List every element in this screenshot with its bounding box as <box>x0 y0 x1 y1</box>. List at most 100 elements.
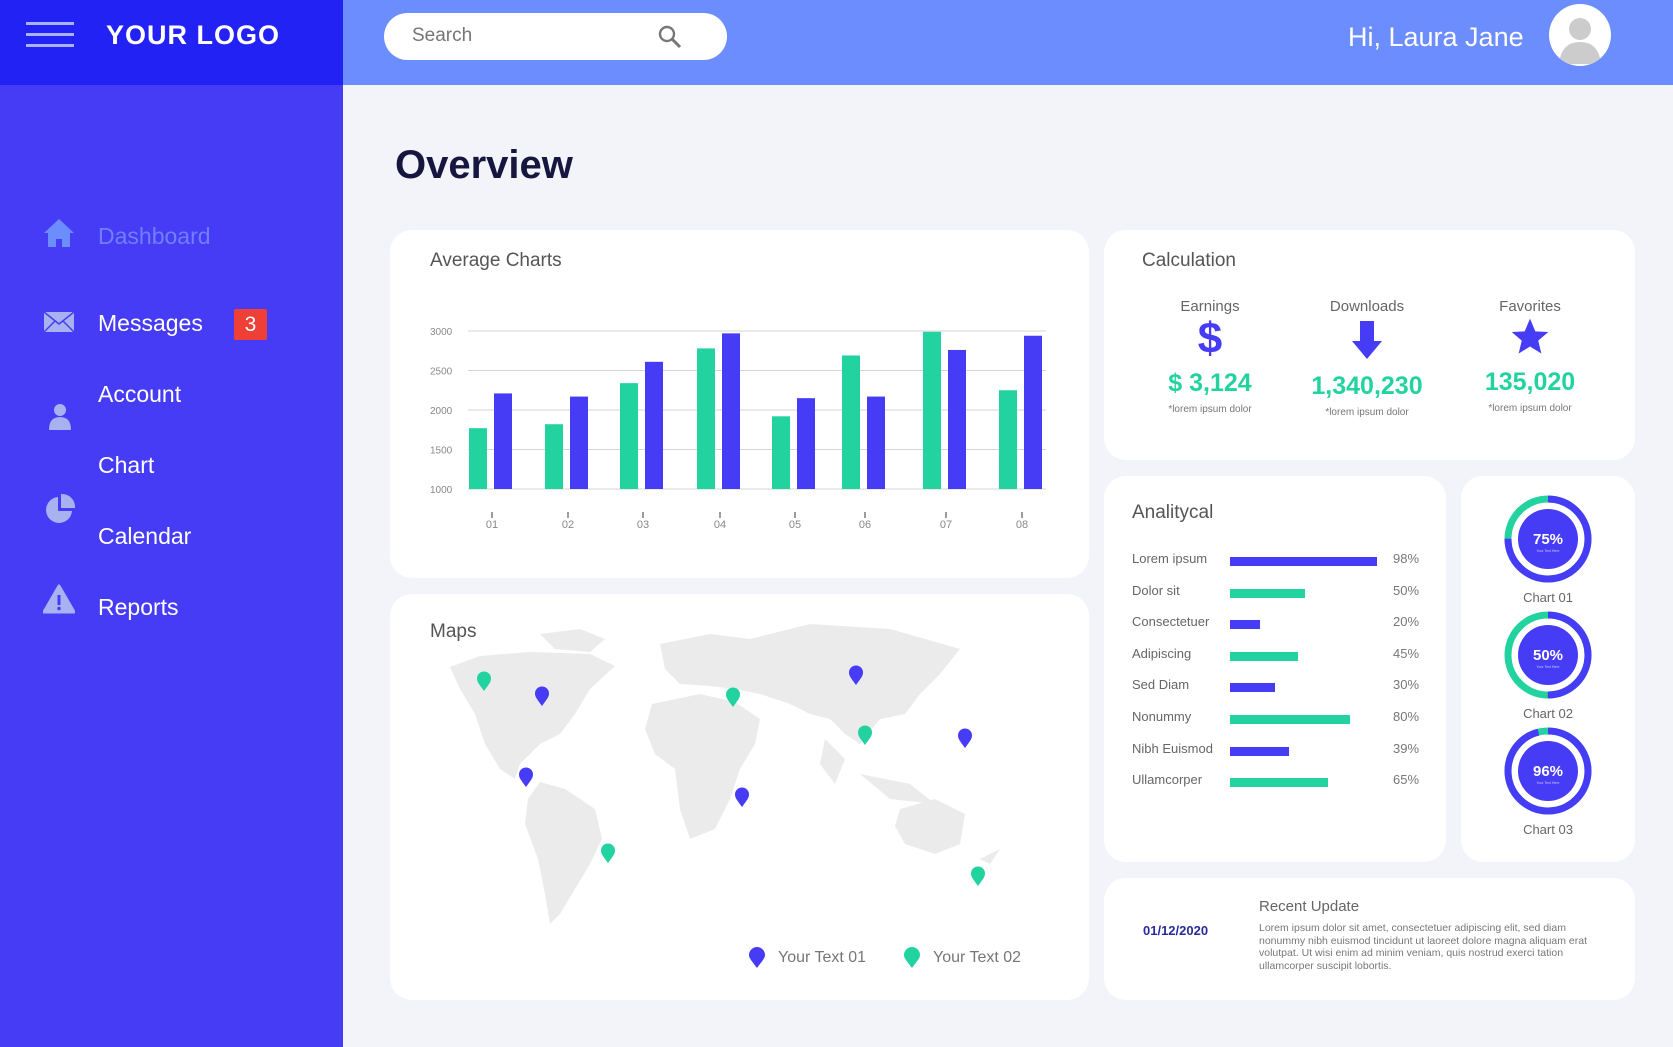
logo-area: YOUR LOGO <box>0 0 343 85</box>
sidebar-item-calendar[interactable]: Calendar <box>0 517 343 557</box>
x-tick-label: 05 <box>789 519 801 531</box>
search-input[interactable] <box>412 23 672 49</box>
map-pin-icon[interactable] <box>858 725 872 746</box>
analytical-row: Dolor sit 50% <box>1132 583 1432 603</box>
progress-bar <box>1230 557 1377 566</box>
search-box[interactable] <box>384 13 727 60</box>
bar-08-series-1 <box>999 390 1017 489</box>
bar-02-series-2 <box>570 396 588 489</box>
row-percent: 45% <box>1393 645 1420 661</box>
progress-bar <box>1230 778 1328 788</box>
map-pin-icon[interactable] <box>849 665 863 686</box>
map-pin-icon[interactable] <box>601 843 615 864</box>
update-date: 01/12/2020 <box>1143 923 1209 938</box>
bar-07-series-2 <box>948 349 966 489</box>
page-title: Overview <box>395 143 573 187</box>
sidebar-item-messages[interactable]: Messages <box>0 304 343 344</box>
calculation-card: Calculation Earnings $ $ 3,124 *lorem ip… <box>1104 230 1635 460</box>
analytical-row: Nonummy 80% <box>1132 709 1432 729</box>
donut-value: 96% <box>1533 763 1563 780</box>
map-pin-icon[interactable] <box>971 866 985 887</box>
calc-note: *lorem ipsum dolor <box>1325 407 1409 418</box>
donut-center <box>1518 741 1578 801</box>
x-tick-label: 06 <box>859 519 871 531</box>
progress-bar <box>1230 651 1298 661</box>
calc-label: Favorites <box>1499 298 1561 315</box>
map-pin-icon[interactable] <box>735 787 749 808</box>
calc-note: *lorem ipsum dolor <box>1488 403 1572 414</box>
map-pin-icon <box>904 947 920 968</box>
bar-03-series-2 <box>645 361 663 489</box>
x-tick-label: 03 <box>637 519 649 531</box>
card-title: Maps <box>430 621 477 642</box>
calc-favorites: Favorites 135,020 *lorem ipsum dolor <box>1445 298 1615 414</box>
donut-subtext: Your Text Here <box>1537 665 1560 669</box>
map-legend-item-1: Your Text 01 <box>748 947 866 969</box>
card-title: Calculation <box>1142 250 1236 271</box>
progress-bar <box>1230 683 1275 693</box>
update-body: Lorem ipsum dolor sit amet, consectetuer… <box>1259 922 1588 972</box>
analytical-row: Consectetuer 20% <box>1132 614 1432 634</box>
donut-label: Chart 03 <box>1523 822 1573 837</box>
bar-06-series-1 <box>842 355 860 489</box>
star-icon <box>1511 318 1549 354</box>
sidebar-item-reports[interactable]: Reports <box>0 584 343 628</box>
x-tick-label: 04 <box>714 519 726 531</box>
bar-04-series-1 <box>697 348 715 489</box>
y-tick-label: 2500 <box>430 367 453 378</box>
update-title: Recent Update <box>1259 898 1360 915</box>
progress-bar <box>1230 746 1289 756</box>
donut-chart-3: 96%Your Text Here <box>1504 727 1592 815</box>
analytical-row: Nibh Euismod 39% <box>1132 741 1432 761</box>
map-pin-icon[interactable] <box>958 728 972 749</box>
analytical-row: Ullamcorper 65% <box>1132 772 1432 792</box>
calc-value: 1,340,230 <box>1311 372 1423 400</box>
donut-charts-card: 75% Your Text Here Chart 01 50% Your Text He… <box>1461 476 1635 862</box>
row-percent: 30% <box>1393 677 1420 693</box>
map-pin-icon[interactable] <box>477 671 491 692</box>
bar-chart: 1000 1500 2000 2500 3000 01 02 03 04 05 06 07 08 <box>430 327 1046 531</box>
row-label: Adipiscing <box>1132 645 1192 661</box>
progress-bar <box>1230 620 1260 630</box>
row-percent: 39% <box>1393 740 1420 756</box>
analytical-row: Adipiscing 45% <box>1132 646 1432 666</box>
arrow-down-icon <box>1352 321 1382 359</box>
row-percent: 50% <box>1393 582 1420 598</box>
sidebar-item-label: Reports <box>98 594 179 620</box>
legend-label: Your Text 02 <box>933 949 1022 966</box>
dollar-icon: $ <box>1197 314 1223 363</box>
x-tick-label: 02 <box>562 519 574 531</box>
y-tick-label: 3000 <box>430 327 453 338</box>
row-label: Dolor sit <box>1132 582 1180 598</box>
calc-value: 135,020 <box>1484 368 1576 396</box>
calc-label: Downloads <box>1329 298 1405 315</box>
progress-bar <box>1230 715 1350 724</box>
calc-value: $ 3,124 <box>1168 369 1252 397</box>
x-tick-label: 01 <box>486 519 498 531</box>
progress-bar <box>1230 588 1305 598</box>
card-title: Analitycal <box>1132 502 1214 523</box>
donut-value: 50% <box>1533 647 1563 664</box>
row-label: Lorem ipsum <box>1132 551 1208 566</box>
map-pin-icon[interactable] <box>535 686 549 707</box>
bar-05-series-1 <box>772 416 790 489</box>
sidebar-item-dashboard[interactable]: Dashboard <box>0 217 343 257</box>
card-title: Average Charts <box>430 250 562 271</box>
y-tick-label: 1500 <box>430 446 453 457</box>
user-icon <box>49 404 71 430</box>
donut-chart-2: 50%Your Text Here <box>1504 611 1592 699</box>
sidebar-item-account[interactable]: Account <box>0 375 343 415</box>
search-icon[interactable] <box>657 24 683 50</box>
row-percent: 20% <box>1393 614 1420 630</box>
sidebar-item-chart[interactable]: Chart <box>0 446 343 486</box>
x-tick-label: 08 <box>1016 519 1028 531</box>
map-pin-icon[interactable] <box>519 767 533 788</box>
map-pin-icon[interactable] <box>726 687 740 708</box>
pie-chart-icon <box>46 493 76 523</box>
donut-arc <box>1504 611 1592 699</box>
bar-04-series-2 <box>722 333 740 489</box>
map-pin-icon <box>749 947 765 968</box>
warning-icon <box>43 584 75 614</box>
hamburger-menu-icon[interactable] <box>26 22 74 48</box>
avatar[interactable] <box>1549 4 1611 66</box>
